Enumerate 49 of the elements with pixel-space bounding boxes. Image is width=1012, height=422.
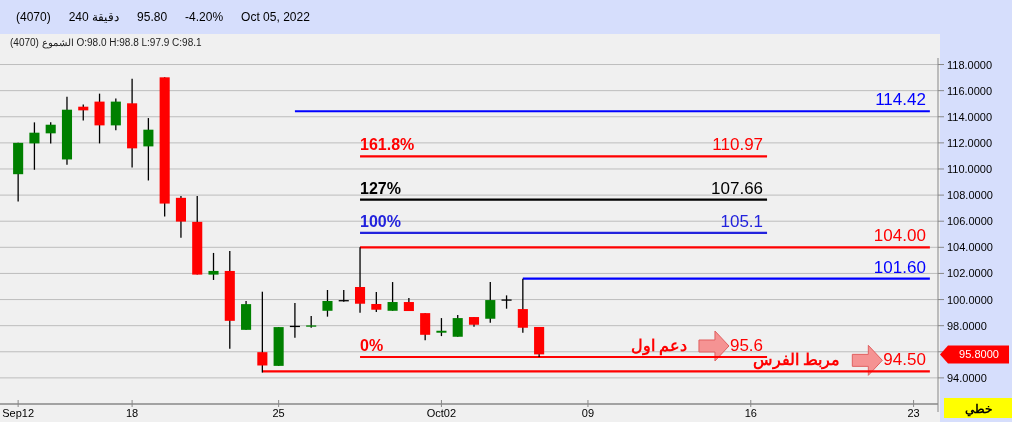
series-label: 110.97 (712, 135, 764, 155)
annotation: 161.8% (360, 136, 415, 154)
y-tick-label: 116.0000 (947, 84, 993, 97)
y-tick-label: 110.0000 (947, 162, 993, 175)
candlestick (110, 97, 121, 131)
candlestick (322, 289, 333, 318)
candlestick (517, 278, 528, 334)
candlestick (143, 117, 154, 182)
y-tick-label: 118.0000 (947, 58, 993, 71)
candlestick (45, 121, 56, 145)
y-tick-label: 98.0000 (947, 319, 987, 332)
candlestick (420, 312, 431, 341)
annotation: 100% (360, 212, 401, 230)
candlestick (452, 314, 463, 338)
x-tick-label: 18 (125, 407, 139, 419)
y-tick-label: 108.0000 (947, 189, 993, 202)
y-tick-label: 102.0000 (947, 267, 993, 280)
annotation: 127% (360, 179, 401, 197)
series-label: 104.00 (873, 226, 926, 246)
candlestick (208, 252, 219, 281)
y-tick-label: 100.0000 (947, 293, 993, 306)
candlestick (485, 281, 496, 324)
x-tick-label: Sep12 (2, 407, 35, 419)
series-label: 101.60 (873, 257, 926, 277)
candlestick (371, 291, 382, 313)
text: 95.8000 (959, 348, 999, 361)
annotation: 0% (360, 337, 384, 354)
series-label: 94.50 (883, 350, 926, 370)
x-tick-label: 09 (581, 407, 595, 419)
series-label: 105.1 (720, 211, 764, 231)
chart-subtitle: الشموع (4070) O:98.0 H:98.8 L:97.9 C:98.1 (10, 37, 202, 49)
candlestick (94, 92, 105, 145)
x-tick-label: 23 (907, 407, 920, 419)
candlestick (436, 317, 447, 337)
y-tick-label: 106.0000 (947, 215, 993, 228)
series-label: 114.42 (875, 90, 926, 110)
y-tick-label: 104.0000 (947, 241, 993, 254)
y-tick-label: 114.0000 (947, 110, 993, 123)
candlestick (387, 281, 398, 312)
x-tick-label: Oct02 (426, 407, 457, 419)
y-tick-label: 112.0000 (947, 136, 993, 149)
candlestick (175, 195, 186, 239)
y-tick-label: 94.0000 (947, 371, 987, 384)
annotation: دعم اول (630, 337, 687, 356)
x-tick-label: 25 (272, 407, 285, 419)
x-tick-label: 16 (744, 407, 757, 419)
text: خطي (964, 402, 992, 417)
candlestick (29, 121, 40, 171)
series-label: 107.66 (711, 178, 764, 198)
